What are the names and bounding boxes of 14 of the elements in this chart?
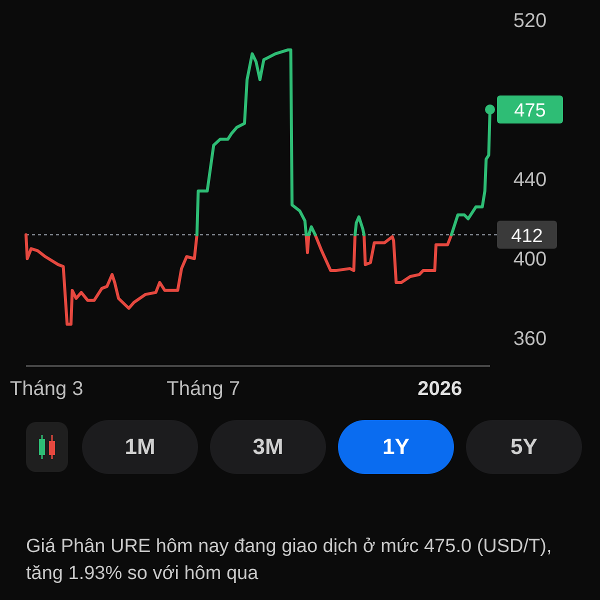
ref-line-label: 412 — [511, 226, 543, 247]
text: 1Y — [338, 420, 454, 474]
x-tick-label: 2026 — [418, 378, 462, 400]
y-tick-label: 520 — [513, 10, 547, 32]
text: 3M — [210, 420, 326, 474]
y-tick-label: 360 — [513, 328, 547, 350]
annotation: 475 — [514, 100, 546, 122]
x-tick-label: Tháng 7 — [166, 378, 240, 400]
y-tick-label: 400 — [513, 248, 547, 271]
text: 5Y — [466, 420, 582, 474]
text: 1M — [82, 420, 198, 474]
text: Giá Phân URE hôm nay đang giao dịch ở mức 475.0 (USD/T), tăng 1.93% so với hôm qua — [26, 535, 553, 586]
x-tick-label: Tháng 3 — [10, 378, 84, 400]
y-tick-label: 440 — [513, 169, 547, 192]
